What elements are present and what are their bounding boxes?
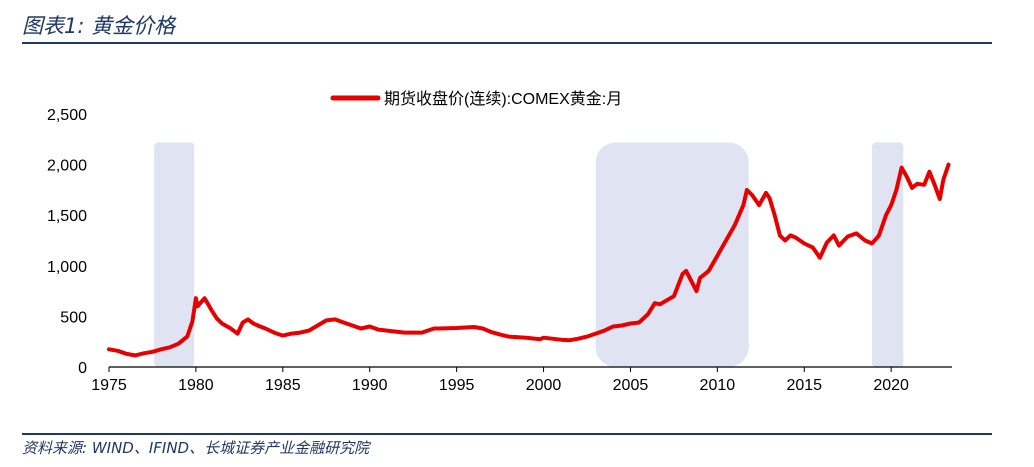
legend: 期货收盘价(连续):COMEX黄金:月	[330, 89, 622, 108]
x-tick-label: 1990	[352, 377, 388, 394]
shaded-periods	[154, 142, 904, 367]
shaded-period-1	[154, 142, 195, 367]
x-tick-label: 2010	[700, 377, 736, 394]
x-tick-label: 2000	[526, 377, 562, 394]
shaded-period-2	[595, 142, 749, 367]
x-tick-label: 1980	[178, 377, 214, 394]
legend-label: 期货收盘价(连续):COMEX黄金:月	[384, 89, 622, 108]
x-tick-label: 1985	[265, 377, 301, 394]
y-tick-label: 0	[78, 360, 87, 377]
y-tick-label: 2,500	[47, 107, 87, 124]
y-tick-label: 2,000	[47, 158, 87, 175]
y-tick-label: 500	[60, 309, 87, 326]
x-tick-label: 2005	[613, 377, 649, 394]
footer-divider	[22, 433, 992, 435]
y-tick-label: 1,000	[47, 259, 87, 276]
x-tick-label: 1995	[439, 377, 475, 394]
x-tick-label: 1975	[91, 377, 127, 394]
header-divider	[22, 42, 992, 44]
figure-title: 图表1: 黄金价格	[22, 14, 176, 38]
x-tick-label: 2020	[873, 377, 909, 394]
gold-price-line	[107, 162, 951, 358]
x-tick-label: 2015	[786, 377, 822, 394]
y-axis-ticks: 0 500 1,000 1,500 2,000 2,500	[47, 107, 87, 377]
source-note: 资料来源: WIND、IFIND、长城证券产业金融研究院	[22, 439, 370, 457]
x-axis-ticks: 1975 1980 1985 1990 1995 2000 2005 2010 2015 2020	[91, 367, 909, 394]
y-tick-label: 1,500	[47, 208, 87, 225]
